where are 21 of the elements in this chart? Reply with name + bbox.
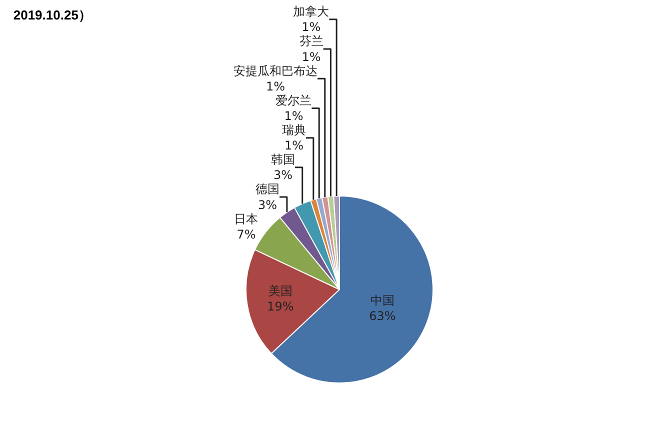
slice-label: 加拿大: [293, 4, 330, 19]
slice-label: 爱尔兰: [276, 93, 312, 108]
slice-label: 安提瓜和巴布达: [233, 64, 318, 78]
slice-label: 芬兰: [299, 34, 324, 48]
data-label: 1%: [284, 138, 304, 153]
slice-label: 韩国: [270, 152, 295, 167]
slice-label: 瑞典: [282, 123, 306, 138]
slice-label: 日本: [234, 212, 258, 226]
data-label: 1%: [302, 20, 321, 34]
slice-label: 德国: [256, 182, 280, 196]
slice-label: 中国: [370, 293, 394, 308]
text: 2019.10.25）: [13, 8, 92, 23]
data-label: 1%: [266, 79, 285, 94]
data-label: 7%: [236, 227, 256, 242]
data-label: 3%: [273, 168, 292, 182]
data-label: 3%: [258, 198, 278, 212]
data-label: 1%: [284, 109, 304, 124]
data-label: 1%: [302, 50, 321, 64]
slice-label: 美国: [268, 284, 292, 298]
data-label: 19%: [267, 300, 294, 314]
data-label: 63%: [369, 308, 396, 323]
